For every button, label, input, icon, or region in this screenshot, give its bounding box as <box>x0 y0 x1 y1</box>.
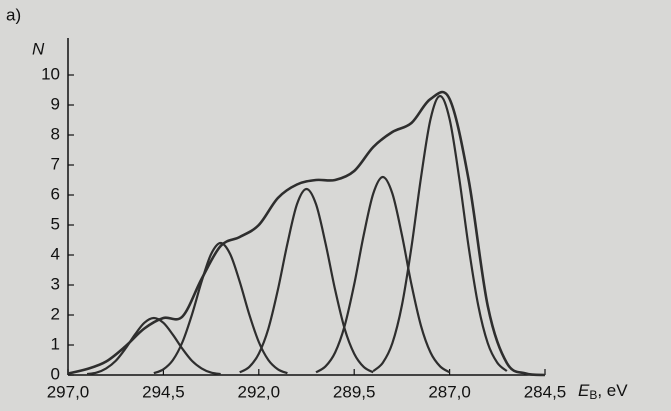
component-line <box>153 241 288 375</box>
x-tick-label: 284,5 <box>524 382 567 401</box>
x-tick-label: 292,0 <box>238 382 281 401</box>
x-tick-label: 287,0 <box>428 382 471 401</box>
y-tick-label: 10 <box>41 64 60 83</box>
y-tick-label: 5 <box>51 214 60 233</box>
y-tick-label: 3 <box>51 274 60 293</box>
panel-label: a) <box>6 5 21 24</box>
component-line <box>239 187 374 374</box>
y-tick-label: 8 <box>51 124 60 143</box>
envelope-line <box>67 90 546 377</box>
y-tick-label: 2 <box>51 304 60 323</box>
y-tick-label: 6 <box>51 184 60 203</box>
component-line <box>315 175 451 374</box>
x-label-subscript: B <box>589 388 597 402</box>
y-tick-label: 4 <box>51 244 60 263</box>
y-tick-label: 9 <box>51 94 60 113</box>
x-label-unit: , eV <box>597 381 628 400</box>
x-tick-label: 297,0 <box>47 382 90 401</box>
y-tick-label: 7 <box>51 154 60 173</box>
y-tick-label: 0 <box>51 364 60 383</box>
x-label-symbol: E <box>578 381 590 400</box>
x-tick-label: 294,5 <box>142 382 185 401</box>
y-tick-label: 1 <box>51 334 60 353</box>
component-line <box>372 94 508 372</box>
component-line <box>86 316 221 376</box>
x-tick-label: 289,5 <box>333 382 376 401</box>
x-axis-label: EB, eV <box>578 381 628 402</box>
y-axis-label: N <box>32 39 45 58</box>
